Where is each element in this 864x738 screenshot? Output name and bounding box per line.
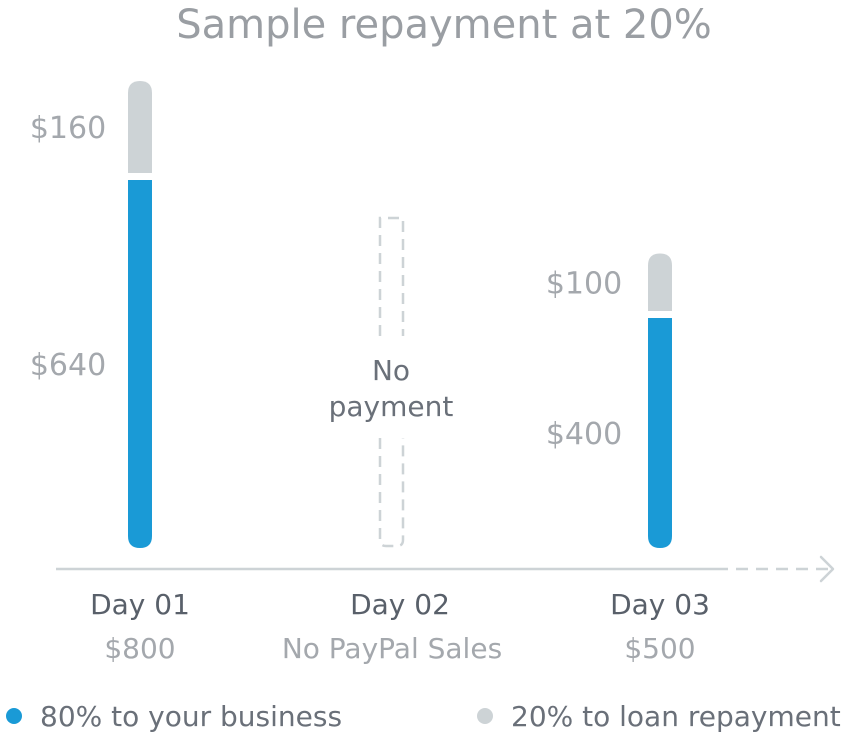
- no-payment-placeholder: No payment: [329, 216, 454, 548]
- value-label-repayment-day-01: $160: [30, 111, 106, 146]
- placeholder-outline-top: [378, 216, 405, 336]
- x-axis-arrow-icon: [819, 555, 835, 583]
- bar-business-day-01: [128, 180, 152, 548]
- value-label-business-day-01: $640: [30, 348, 106, 383]
- bar-repayment-day-01: [128, 81, 152, 173]
- placeholder-outline-bottom: [378, 438, 405, 548]
- no-payment-note-line2: payment: [329, 390, 454, 423]
- category-sublabel-day-01: $800: [104, 632, 175, 665]
- no-payment-note-line1: No: [372, 354, 410, 387]
- legend-business-swatch: [6, 708, 22, 724]
- chart-title: Sample repayment at 20%: [176, 2, 712, 48]
- category-sublabel-day-02: No PayPal Sales: [282, 632, 502, 665]
- category-sublabel-day-03: $500: [624, 632, 695, 665]
- bars-group: $160 $640 $100 $400: [30, 81, 672, 548]
- bar-business-day-03: [648, 318, 672, 548]
- legend-business-label: 80% to your business: [40, 700, 342, 733]
- legend-repayment-swatch: [477, 708, 493, 724]
- category-label-day-02: Day 02: [350, 588, 450, 621]
- value-label-business-day-03: $400: [546, 417, 622, 452]
- category-label-day-03: Day 03: [610, 588, 710, 621]
- bar-repayment-day-03: [648, 253, 672, 311]
- value-label-repayment-day-03: $100: [546, 266, 622, 301]
- legend-repayment-label: 20% to loan repayment: [511, 700, 841, 733]
- category-label-day-01: Day 01: [90, 588, 190, 621]
